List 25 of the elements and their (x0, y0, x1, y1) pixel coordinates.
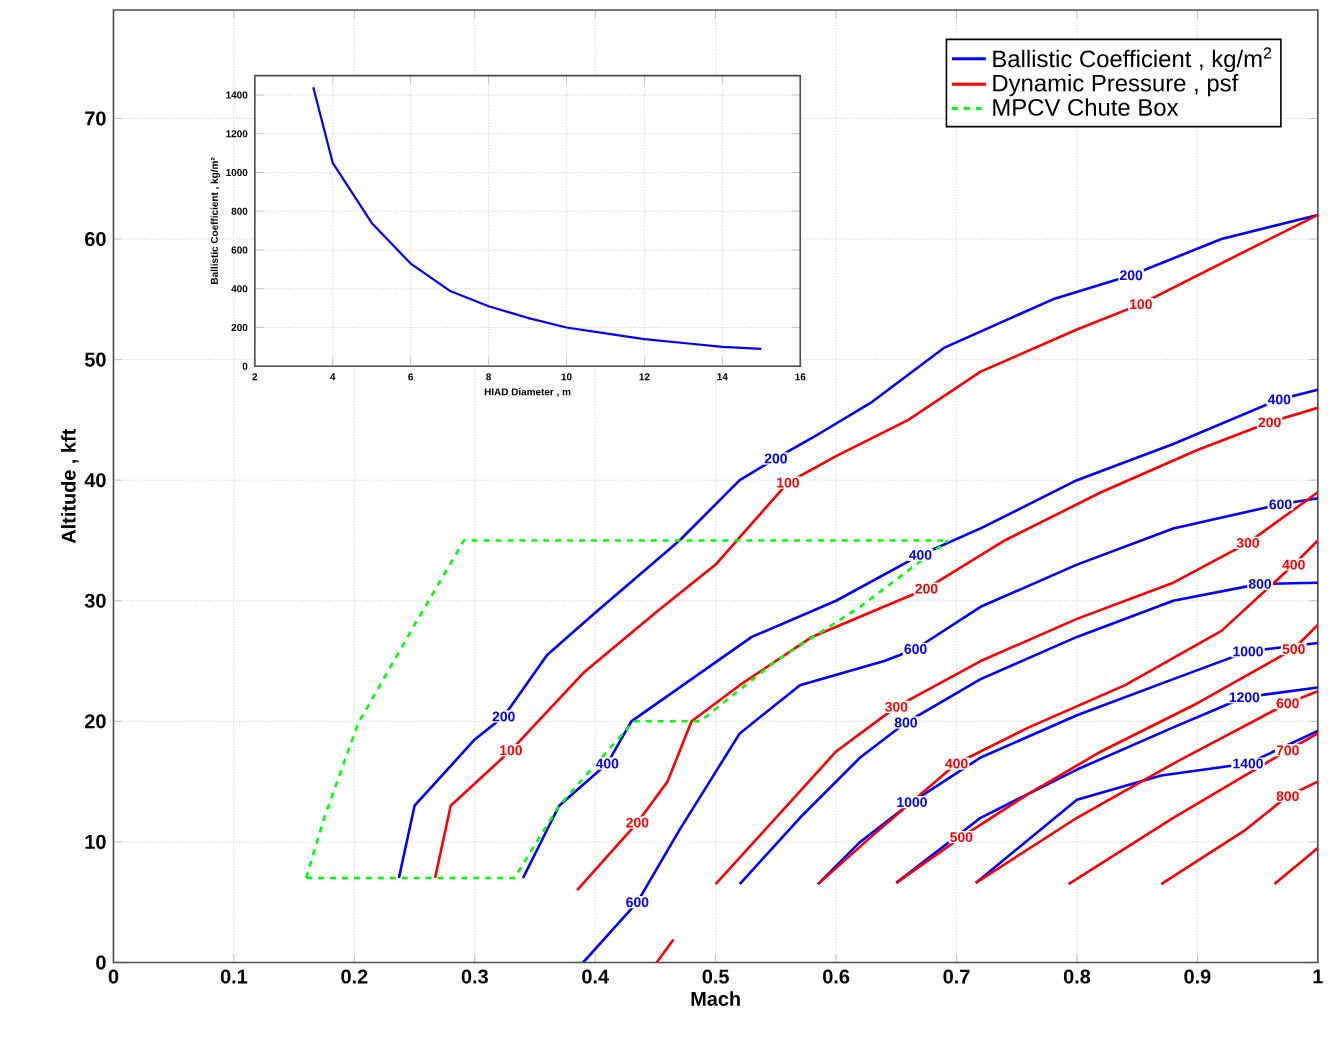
y-tick-label: 40 (84, 473, 106, 488)
y-tick-label: 50 (84, 353, 106, 368)
y-tick-label: 10 (85, 835, 106, 850)
line-series (312, 86, 763, 351)
legend-label: Ballistic Coefficient , kg/m$^{2}$ (993, 47, 1272, 73)
y-tick-label: 0 (96, 955, 106, 970)
x-tick-label: 0.7 (943, 969, 970, 985)
y-tick-label: 30 (84, 594, 106, 609)
x-tick-label: 0.3 (461, 969, 488, 985)
x-tick-label: 0.9 (1184, 969, 1211, 985)
x-tick-label: 0 (108, 969, 119, 985)
legend-label: Dynamic Pressure , psf (993, 74, 1239, 97)
x-tick-label: 1 (1313, 969, 1323, 984)
x-tick-label: 0.5 (702, 969, 729, 985)
x-tick-label: 0.1 (220, 969, 248, 985)
y-tick-label: 60 (85, 232, 106, 247)
x-tick-label: 0.8 (1063, 969, 1091, 985)
legend-label: MPCV Chute Box (993, 98, 1179, 117)
x-tick-label: 0.2 (341, 969, 368, 985)
x-tick-label: 0.4 (582, 969, 609, 985)
y-tick-label: 70 (85, 111, 106, 126)
x-axis-title: Mach (691, 991, 740, 1007)
x-tick-label: 0.6 (823, 969, 850, 985)
y-tick-label: 20 (84, 714, 106, 729)
y-axis-title: Altitude , kft (61, 429, 79, 544)
